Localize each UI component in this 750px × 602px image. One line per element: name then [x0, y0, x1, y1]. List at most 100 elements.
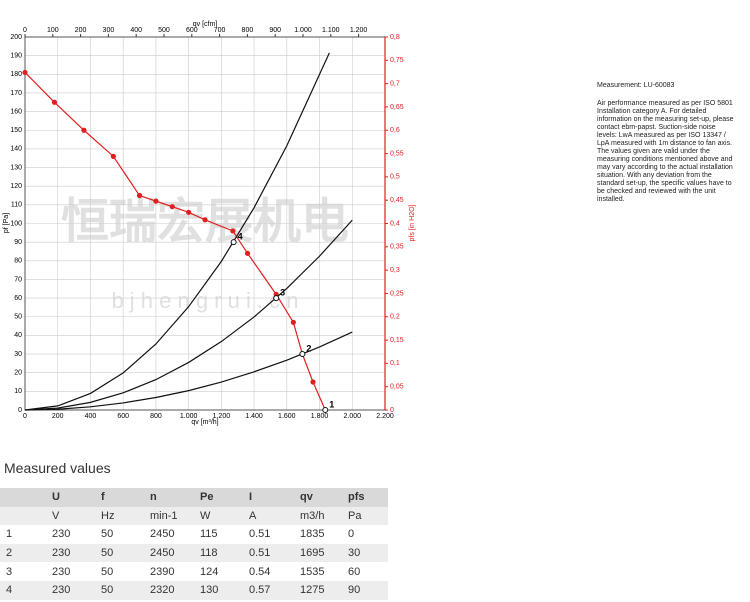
x2-tick-label: 500 [158, 27, 170, 34]
table-cell: f [101, 491, 105, 504]
point [81, 127, 87, 133]
note: Measurement: LU-60083 Air performance mea… [597, 82, 737, 204]
point [230, 228, 236, 234]
table-cell: U [52, 491, 60, 504]
y-tick-label: 160 [10, 108, 22, 115]
series-line [24, 72, 326, 411]
y-tick-label: 150 [10, 127, 22, 134]
y-tick-label: 60 [14, 295, 22, 302]
y-tick-label: 50 [14, 314, 22, 321]
x2-tick-label: 300 [103, 27, 115, 34]
table-cell: 1695 [300, 547, 325, 560]
y-tick-label: 170 [10, 90, 22, 97]
table-cell: 3 [6, 565, 13, 578]
table-cell: 1275 [300, 584, 325, 597]
x-tick-label: 0 [23, 413, 27, 420]
table-row: 4 230 50 2320 130 0.57 1275 90 [0, 580, 388, 600]
chart: 恒瑞宏展机电 b j h e n g r u i . c n qv [cfm] … [3, 21, 416, 426]
table-cell: 230 [52, 584, 71, 597]
table-cell: 0.51 [249, 547, 271, 560]
y-tick-label: 0 [18, 407, 22, 414]
table-cell: A [249, 509, 257, 522]
table-cell: 230 [52, 528, 71, 541]
table-cell: Pe [200, 491, 214, 504]
y2-tick-label: 0,6 [390, 127, 400, 134]
x2-tick-label: 100 [47, 27, 59, 34]
table-cell: Hz [101, 509, 115, 522]
operating-point [230, 239, 237, 246]
series-line [24, 331, 353, 411]
x-axis-label: qv [m³/h] [191, 419, 218, 426]
table-cell: min-1 [150, 509, 178, 522]
table-cell: 230 [52, 547, 71, 560]
table-cell: n [150, 491, 157, 504]
y-axis-label: pf [Pa] [3, 213, 10, 233]
x-tick-label: 2.200 [376, 413, 394, 420]
table-cell: 90 [348, 584, 361, 597]
y2-tick-label: 0,75 [390, 57, 404, 64]
table-cell: 30 [348, 547, 361, 560]
x2-tick-label: 900 [269, 27, 281, 34]
x2-tick-label: 700 [214, 27, 226, 34]
point [310, 379, 316, 385]
x2-tick-label: 800 [242, 27, 254, 34]
y-tick-label: 20 [14, 370, 22, 377]
x-tick-label: 1.800 [311, 413, 329, 420]
table-cell: 0.54 [249, 565, 271, 578]
table-cell: 230 [52, 565, 71, 578]
y-tick-label: 200 [10, 34, 22, 41]
operating-point-label: 1 [329, 399, 334, 409]
table-cell: 0 [348, 528, 355, 541]
x-tick-label: 2.000 [344, 413, 362, 420]
y2-tick-label: 0,65 [390, 104, 404, 111]
y-tick-label: 90 [14, 239, 22, 246]
operating-point [322, 407, 329, 413]
table-cell: 50 [101, 528, 114, 541]
y-tick-label: 180 [10, 71, 22, 78]
table-cell: V [52, 509, 60, 522]
y-tick-label: 190 [10, 52, 22, 59]
table-cell: 1835 [300, 528, 325, 541]
table-cell: 2 [6, 547, 13, 560]
table-cell: 124 [200, 565, 219, 578]
x-tick-label: 1.400 [245, 413, 263, 420]
y2-tick-label: 0,25 [390, 290, 404, 297]
table-cell: 115 [200, 528, 218, 541]
x-tick-label: 800 [150, 413, 162, 420]
y2-tick-label: 0,5 [390, 174, 400, 181]
y2-tick-label: 0,4 [390, 220, 400, 227]
operating-point [273, 295, 280, 302]
table-cell: 50 [101, 565, 114, 578]
table-cell: 60 [348, 565, 361, 578]
point [22, 69, 28, 76]
table-cell: W [200, 509, 211, 522]
y-tick-label: 130 [10, 164, 22, 171]
y-tick-label: 140 [10, 146, 22, 153]
table-cell: 0.51 [249, 528, 271, 541]
point [110, 153, 116, 159]
series-line [24, 52, 330, 411]
table-cell: I [249, 491, 253, 504]
y2-tick-label: 0,05 [390, 384, 404, 391]
operating-point-label: 3 [280, 287, 285, 297]
table-cell: 118 [200, 547, 218, 560]
table-cell: 2390 [150, 565, 175, 578]
y2-tick-label: 0,35 [390, 244, 404, 251]
y-tick-label: 100 [10, 220, 22, 227]
y2-tick-label: 0,8 [390, 34, 400, 41]
table-cell: 2450 [150, 528, 175, 541]
series-line [24, 219, 353, 411]
table-row: 3 230 50 2390 124 0.54 1535 60 [0, 562, 388, 581]
y2-tick-label: 0,45 [390, 197, 404, 204]
table-cell: 1 [6, 528, 13, 541]
table-cell: 130 [200, 584, 219, 597]
x-tick-label: 600 [117, 413, 129, 420]
x-tick-label: 1.000 [180, 413, 198, 420]
table-cell: m3/h [300, 509, 325, 522]
table-cell: 1535 [300, 565, 325, 578]
y-tick-label: 10 [14, 388, 22, 395]
table-cell: Pa [348, 509, 362, 522]
